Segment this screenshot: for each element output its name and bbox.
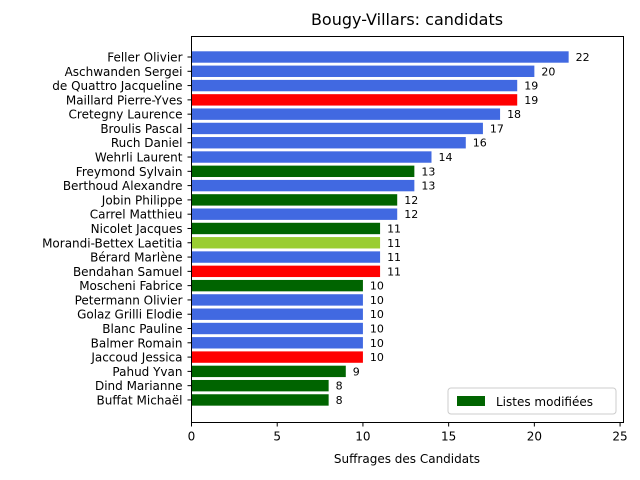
legend-label: Listes modifiées: [496, 395, 593, 409]
y-tick-label: Maillard Pierre-Yves: [66, 93, 183, 107]
x-axis-label: Suffrages des Candidats: [334, 452, 480, 466]
bar-value-label: 10: [370, 351, 384, 364]
y-tick-label: Blanc Pauline: [102, 322, 182, 336]
bar-value-label: 16: [473, 137, 487, 150]
x-tick-label: 0: [188, 430, 196, 444]
bar-value-label: 12: [404, 194, 418, 207]
bar: [191, 265, 381, 278]
bar: [191, 351, 363, 363]
legend-box: [447, 387, 617, 415]
x-tick-label: 15: [441, 430, 456, 444]
bar-value-label: 11: [387, 222, 401, 235]
y-tick-label: Berthoud Alexandre: [63, 179, 183, 193]
x-tick-label: 25: [612, 430, 627, 444]
y-tick-label: Aschwanden Sergei: [65, 65, 183, 79]
x-tick-label: 20: [527, 430, 542, 444]
bar: [191, 179, 415, 192]
bar: [191, 222, 381, 235]
bar-value-label: 19: [524, 80, 538, 93]
y-tick-label: Jobin Philippe: [101, 193, 183, 207]
bar-value-label: 22: [576, 51, 590, 64]
bar: [191, 94, 518, 106]
bar: [191, 122, 483, 135]
y-tick-label: Wehrli Laurent: [95, 151, 183, 165]
y-tick-label: Freymond Sylvain: [76, 165, 183, 179]
y-tick-label: Golaz Grilli Elodie: [77, 308, 182, 322]
x-tick-label: 5: [273, 430, 281, 444]
plot-frame: [191, 36, 624, 423]
x-tick-label: 10: [355, 430, 370, 444]
legend: Listes modifiées: [447, 387, 617, 415]
bar: [191, 79, 518, 92]
bar-value-label: 10: [370, 280, 384, 293]
bar-value-label: 11: [387, 237, 401, 250]
bar: [191, 337, 363, 349]
y-tick-label: Carrel Matthieu: [90, 208, 183, 222]
bar-value-label: 19: [524, 94, 538, 107]
y-tick-label: Ruch Daniel: [111, 136, 183, 150]
y-tick-label: Cretegny Laurence: [69, 108, 183, 122]
bar-value-label: 10: [370, 323, 384, 336]
legend-swatch: [457, 396, 485, 406]
y-tick-label: Balmer Romain: [91, 336, 183, 350]
bar-value-label: 11: [387, 251, 401, 264]
bar-value-label: 9: [353, 365, 360, 378]
y-tick-label: Pahud Yvan: [112, 365, 182, 379]
bar: [191, 151, 432, 163]
bar-value-label: 12: [404, 208, 418, 221]
y-tick-label: Nicolet Jacques: [91, 222, 183, 236]
bar-value-label: 20: [541, 65, 555, 78]
bar: [191, 65, 535, 77]
bar: [191, 379, 329, 392]
y-tick-label: Morandi-Bettex Laetitia: [42, 236, 182, 250]
x-axis: 0 5 10 15 20 25: [188, 422, 628, 444]
y-tick-label: Dind Marianne: [95, 379, 183, 393]
bar-value-label: 10: [370, 308, 384, 321]
chart-title: Bougy-Villars: candidats: [311, 10, 503, 29]
bar-value-label: 17: [490, 122, 504, 135]
bar: [191, 394, 329, 406]
y-tick-label: Broulis Pascal: [100, 122, 182, 136]
bar-value-label: 13: [421, 165, 435, 178]
bar: [191, 108, 501, 120]
bar-value-label: 14: [439, 151, 453, 164]
bar: [191, 251, 381, 263]
y-tick-label: Moscheni Fabrice: [79, 279, 182, 293]
bar-value-label: 11: [387, 265, 401, 278]
bar: [191, 208, 398, 220]
y-tick-label: de Quattro Jacqueline: [52, 79, 182, 93]
bars-group: [191, 51, 569, 406]
y-tick-label: Jaccoud Jessica: [90, 351, 182, 365]
bar: [191, 294, 363, 306]
y-tick-label: Feller Olivier: [107, 51, 182, 65]
bar: [191, 137, 466, 149]
y-tick-label: Petermann Olivier: [75, 293, 183, 307]
bar: [191, 322, 363, 335]
bar-value-label: 10: [370, 337, 384, 350]
bar: [191, 279, 363, 292]
bar-value-label: 8: [336, 380, 343, 393]
bar: [191, 365, 346, 378]
bar: [191, 237, 381, 249]
bar-value-label: 10: [370, 294, 384, 307]
bar: [191, 165, 415, 178]
value-labels-group: 2220191918171614131312121111111110101010…: [336, 51, 590, 407]
bar-value-label: 13: [421, 180, 435, 193]
bar: [191, 308, 363, 320]
y-tick-label: Bérard Marlène: [90, 251, 182, 265]
bar-value-label: 18: [507, 108, 521, 121]
bar: [191, 51, 569, 63]
bar-value-label: 8: [336, 394, 343, 407]
y-tick-label: Bendahan Samuel: [73, 265, 183, 279]
bar: [191, 194, 398, 206]
y-tick-label: Buffat Michaël: [97, 393, 183, 407]
